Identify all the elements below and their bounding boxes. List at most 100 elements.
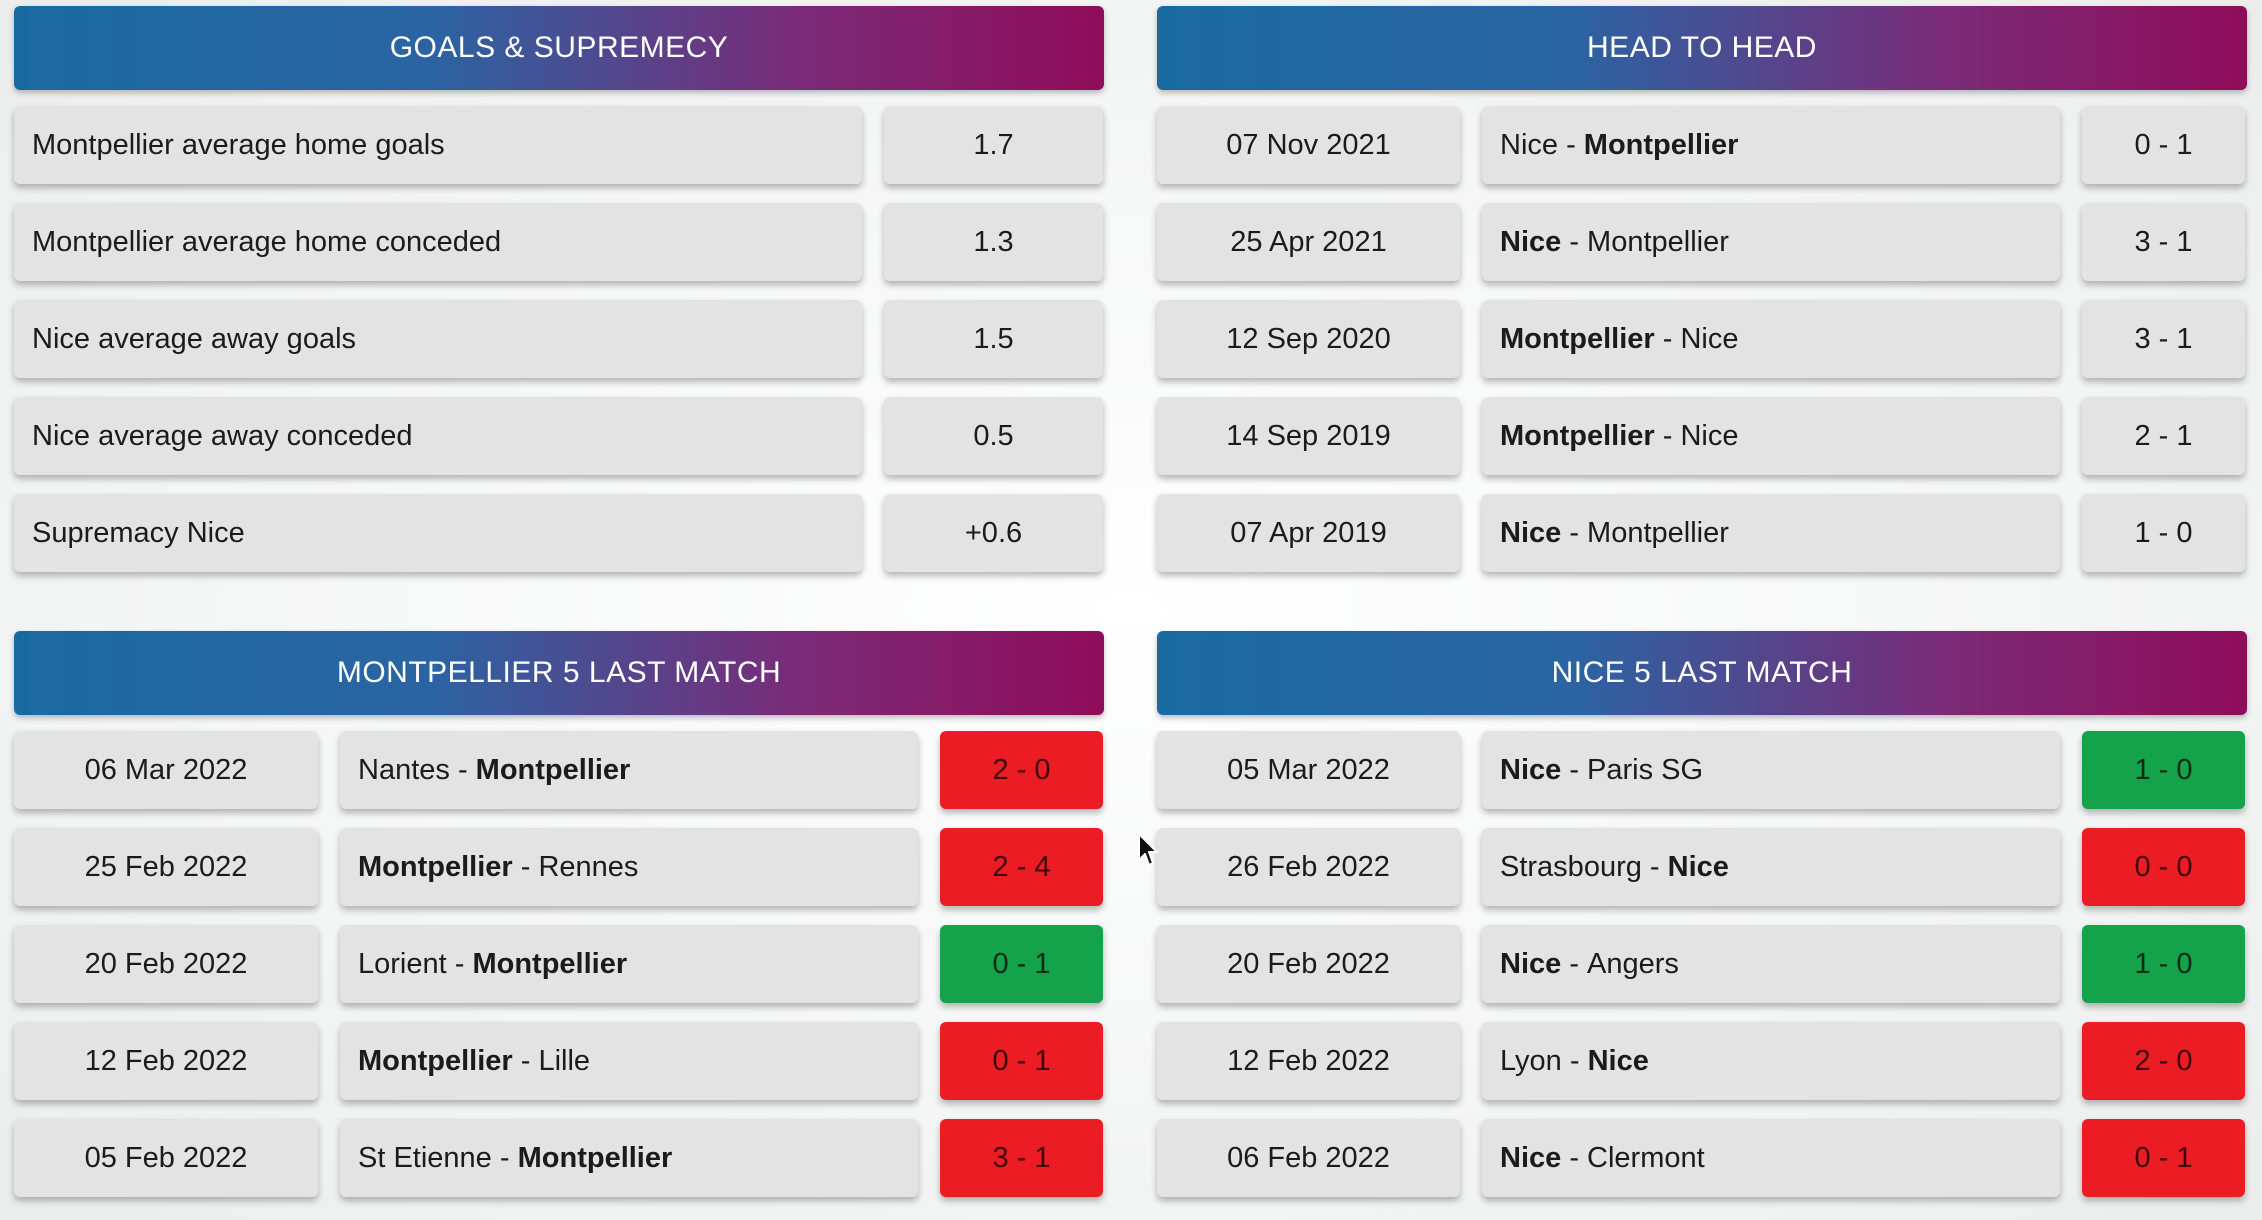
match-teams: Montpellier - Nice xyxy=(1482,397,2060,475)
match-date: 12 Sep 2020 xyxy=(1157,300,1460,378)
team-separator: - xyxy=(1561,1044,1588,1077)
home-team: Nice xyxy=(1500,1141,1562,1174)
home-team: Nantes xyxy=(358,753,450,786)
stat-value: 1.3 xyxy=(884,203,1103,281)
match-teams: St Etienne - Montpellier xyxy=(340,1119,918,1197)
nice-last-matches-rows: 05 Mar 2022 Nice - Paris SG 1 - 0 26 Feb 20… xyxy=(1157,731,2247,1197)
match-date: 05 Mar 2022 xyxy=(1157,731,1460,809)
match-date: 06 Feb 2022 xyxy=(1157,1119,1460,1197)
montpellier-last-matches-panel: MONTPELLIER 5 LAST MATCH 06 Mar 2022 Nant… xyxy=(14,631,1104,1216)
team-separator: - xyxy=(491,1141,518,1174)
montpellier-last-matches-header: MONTPELLIER 5 LAST MATCH xyxy=(14,631,1104,715)
home-team: Lyon xyxy=(1500,1044,1562,1077)
match-score: 0 - 1 xyxy=(940,925,1103,1003)
match-score: 0 - 0 xyxy=(2082,828,2245,906)
goals-row: Supremacy Nice +0.6 xyxy=(14,494,1104,572)
stat-label: Montpellier average home conceded xyxy=(14,203,862,281)
away-team: Montpellier xyxy=(517,1141,673,1174)
match-teams: Nice - Montpellier xyxy=(1482,203,2060,281)
team-separator: - xyxy=(512,850,539,883)
match-teams: Strasbourg - Nice xyxy=(1482,828,2060,906)
match-date: 25 Apr 2021 xyxy=(1157,203,1460,281)
match-score: 0 - 1 xyxy=(940,1022,1103,1100)
match-row: 12 Feb 2022 Montpellier - Lille 0 - 1 xyxy=(14,1022,1104,1100)
match-date: 26 Feb 2022 xyxy=(1157,828,1460,906)
team-separator: - xyxy=(1558,128,1584,161)
team-separator: - xyxy=(1654,322,1681,355)
match-score: 2 - 0 xyxy=(2082,1022,2245,1100)
match-row: 12 Feb 2022 Lyon - Nice 2 - 0 xyxy=(1157,1022,2247,1100)
stat-label: Supremacy Nice xyxy=(14,494,862,572)
match-score: 3 - 1 xyxy=(940,1119,1103,1197)
home-team: Nice xyxy=(1500,947,1562,980)
home-team: Strasbourg xyxy=(1500,850,1642,883)
team-separator: - xyxy=(1561,753,1588,786)
match-row: 26 Feb 2022 Strasbourg - Nice 0 - 0 xyxy=(1157,828,2247,906)
match-score: 2 - 0 xyxy=(940,731,1103,809)
match-date: 05 Feb 2022 xyxy=(14,1119,318,1197)
match-date: 07 Nov 2021 xyxy=(1157,106,1460,184)
nice-last-matches-header: NICE 5 LAST MATCH xyxy=(1157,631,2247,715)
match-teams: Nantes - Montpellier xyxy=(340,731,918,809)
team-separator: - xyxy=(446,947,473,980)
away-team: Nice xyxy=(1680,322,1739,355)
nice-last-matches-panel: NICE 5 LAST MATCH 05 Mar 2022 Nice - Pari… xyxy=(1157,631,2247,1216)
away-team: Montpellier xyxy=(1587,225,1729,258)
match-score: 0 - 1 xyxy=(2082,106,2245,184)
home-team: Nice xyxy=(1500,753,1562,786)
away-team: Lille xyxy=(538,1044,591,1077)
match-score: 1 - 0 xyxy=(2082,925,2245,1003)
home-team: Nice xyxy=(1500,516,1562,549)
match-teams: Nice - Paris SG xyxy=(1482,731,2060,809)
montpellier-last-matches-rows: 06 Mar 2022 Nantes - Montpellier 2 - 0 25 F… xyxy=(14,731,1104,1197)
match-row: 12 Sep 2020 Montpellier - Nice 3 - 1 xyxy=(1157,300,2247,378)
home-team: Montpellier xyxy=(1500,322,1655,355)
match-date: 20 Feb 2022 xyxy=(1157,925,1460,1003)
stat-value: 0.5 xyxy=(884,397,1103,475)
head-to-head-rows: 07 Nov 2021 Nice - Montpellier 0 - 1 25 Apr… xyxy=(1157,106,2247,572)
head-to-head-panel: HEAD TO HEAD 07 Nov 2021 Nice - Montpelli… xyxy=(1157,6,2247,591)
stat-value: 1.5 xyxy=(884,300,1103,378)
match-row: 20 Feb 2022 Nice - Angers 1 - 0 xyxy=(1157,925,2247,1003)
match-score: 3 - 1 xyxy=(2082,203,2245,281)
match-teams: Lorient - Montpellier xyxy=(340,925,918,1003)
team-separator: - xyxy=(512,1044,539,1077)
team-separator: - xyxy=(1561,516,1588,549)
match-date: 06 Mar 2022 xyxy=(14,731,318,809)
goals-row: Nice average away conceded 0.5 xyxy=(14,397,1104,475)
match-date: 20 Feb 2022 xyxy=(14,925,318,1003)
goals-row: Nice average away goals 1.5 xyxy=(14,300,1104,378)
away-team: Clermont xyxy=(1587,1141,1705,1174)
match-score: 2 - 1 xyxy=(2082,397,2245,475)
away-team: Montpellier xyxy=(475,753,631,786)
away-team: Montpellier xyxy=(1587,516,1729,549)
match-row: 05 Feb 2022 St Etienne - Montpellier 3 - 1 xyxy=(14,1119,1104,1197)
match-row: 06 Feb 2022 Nice - Clermont 0 - 1 xyxy=(1157,1119,2247,1197)
away-team: Rennes xyxy=(538,850,639,883)
away-team: Nice xyxy=(1587,1044,1649,1077)
away-team: Montpellier xyxy=(1583,128,1739,161)
match-date: 12 Feb 2022 xyxy=(1157,1022,1460,1100)
goals-supremacy-panel: GOALS & SUPREMECY Montpellier average ho… xyxy=(14,6,1104,591)
match-row: 25 Apr 2021 Nice - Montpellier 3 - 1 xyxy=(1157,203,2247,281)
match-teams: Nice - Angers xyxy=(1482,925,2060,1003)
team-separator: - xyxy=(1561,947,1588,980)
match-teams: Montpellier - Rennes xyxy=(340,828,918,906)
match-teams: Montpellier - Nice xyxy=(1482,300,2060,378)
match-date: 12 Feb 2022 xyxy=(14,1022,318,1100)
goals-row: Montpellier average home goals 1.7 xyxy=(14,106,1104,184)
home-team: Montpellier xyxy=(358,1044,513,1077)
match-score: 0 - 1 xyxy=(2082,1119,2245,1197)
match-score: 2 - 4 xyxy=(940,828,1103,906)
match-teams: Lyon - Nice xyxy=(1482,1022,2060,1100)
team-separator: - xyxy=(1654,419,1681,452)
match-row: 07 Apr 2019 Nice - Montpellier 1 - 0 xyxy=(1157,494,2247,572)
match-date: 07 Apr 2019 xyxy=(1157,494,1460,572)
away-team: Angers xyxy=(1587,947,1679,980)
home-team: St Etienne xyxy=(358,1141,492,1174)
away-team: Paris SG xyxy=(1587,753,1704,786)
home-team: Lorient xyxy=(358,947,447,980)
stat-label: Nice average away goals xyxy=(14,300,862,378)
match-score: 1 - 0 xyxy=(2082,494,2245,572)
match-row: 07 Nov 2021 Nice - Montpellier 0 - 1 xyxy=(1157,106,2247,184)
